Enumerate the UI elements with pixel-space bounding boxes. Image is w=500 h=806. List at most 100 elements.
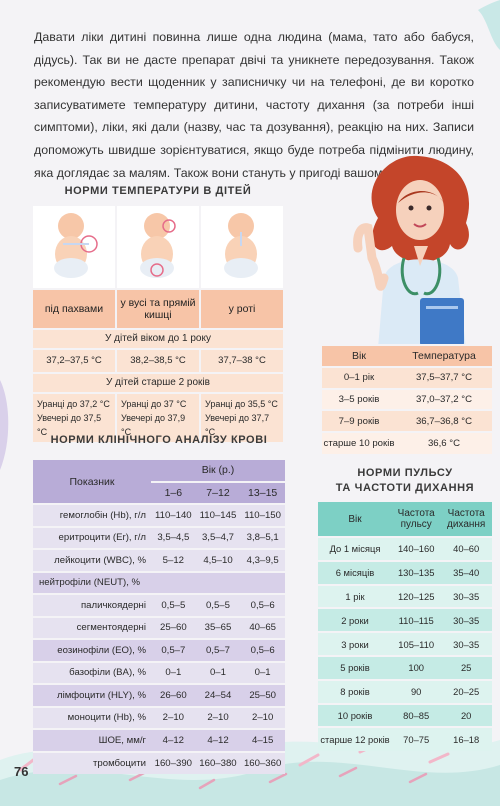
blood-title: НОРМИ КЛІНІЧНОГО АНАЛІЗУ КРОВІ bbox=[50, 434, 268, 446]
doctor-illustration bbox=[353, 155, 470, 348]
blood-value: 3,5–4,7 bbox=[195, 525, 241, 549]
breath-value: 35–40 bbox=[440, 559, 492, 585]
evening-value: Увечері до 37,9 °С bbox=[121, 413, 186, 437]
blood-value: 0,5–5 bbox=[151, 593, 196, 617]
blood-row-label: базофіли (BA), % bbox=[33, 660, 151, 684]
blood-value: 2–10 bbox=[151, 705, 196, 729]
blood-value: 2–10 bbox=[240, 705, 285, 729]
decorative-splash-top-right bbox=[478, 0, 500, 50]
blood-value: 3,5–4,5 bbox=[151, 525, 196, 549]
pulse-age: 5 років bbox=[318, 654, 392, 680]
baby-mouth-image bbox=[201, 206, 283, 288]
blood-value: 0,5–7 bbox=[151, 638, 196, 662]
temperature-table: під пахвами у вусі та прямій кишці у рот… bbox=[33, 206, 283, 442]
vital-temp: 37,5–37,7 °С bbox=[396, 365, 492, 389]
blood-value: 0–1 bbox=[240, 660, 285, 684]
breath-value: 30–35 bbox=[440, 607, 492, 633]
blood-value: 110–150 bbox=[240, 503, 285, 527]
baby-armpit-image bbox=[33, 206, 115, 288]
age-temperature-table: Вік Температура 0–1 рік 37,5–37,7 °С 3–5… bbox=[322, 344, 492, 454]
vital-header-temp: Температура bbox=[396, 344, 492, 367]
blood-value: 160–380 bbox=[195, 750, 241, 774]
blood-value: 25–60 bbox=[151, 615, 196, 639]
baby-ear-image bbox=[117, 206, 199, 288]
blood-value: 4–15 bbox=[240, 728, 285, 752]
intro-paragraph: Давати ліки дитині повинна лише одна люд… bbox=[34, 30, 474, 180]
temp-header-armpit: під пахвами bbox=[33, 290, 115, 328]
vital-age: 0–1 рік bbox=[322, 365, 396, 389]
blood-row-label: сегментоядерні bbox=[33, 615, 151, 639]
blood-value: 5–12 bbox=[151, 548, 196, 572]
blood-row-label: моноцити (Hb), % bbox=[33, 705, 151, 729]
pulse-age: 1 рік bbox=[318, 583, 392, 609]
blood-row-label: гемоглобін (Hb), г/л bbox=[33, 503, 151, 527]
blood-value: 0,5–7 bbox=[195, 638, 241, 662]
vital-age: 7–9 років bbox=[322, 409, 396, 433]
pulse-value: 90 bbox=[392, 678, 441, 704]
breath-value: 30–35 bbox=[440, 583, 492, 609]
blood-value: 160–360 bbox=[240, 750, 285, 774]
pulse-age: 10 років bbox=[318, 702, 392, 728]
decorative-splash-left bbox=[0, 380, 9, 470]
blood-value: 0,5–5 bbox=[195, 593, 241, 617]
pulse-title: НОРМИ ПУЛЬСУ ТА ЧАСТОТИ ДИХАННЯ bbox=[318, 466, 492, 496]
pulse-value: 120–125 bbox=[392, 583, 441, 609]
pulse-breathing-table: Вік Частота пульсу Частота дихання До 1 … bbox=[318, 500, 492, 752]
pulse-value: 100 bbox=[392, 654, 441, 680]
blood-value: 3,8–5,1 bbox=[240, 525, 285, 549]
pulse-value: 130–135 bbox=[392, 559, 441, 585]
pulse-value: 80–85 bbox=[392, 702, 441, 728]
vital-temp: 36,6 °С bbox=[396, 431, 492, 454]
breath-value: 20 bbox=[440, 702, 492, 728]
blood-row-label: еритроцити (Er), г/л bbox=[33, 525, 151, 549]
vital-temp: 37,0–37,2 °С bbox=[396, 387, 492, 411]
temp-range-armpit: 37,2–37,5 °С bbox=[33, 350, 115, 372]
blood-header-age: Вік (р.) bbox=[151, 458, 285, 482]
blood-value: 4–12 bbox=[151, 728, 196, 752]
temp-header-mouth: у роті bbox=[201, 290, 283, 328]
temperature-title: НОРМИ ТЕМПЕРАТУРИ В ДІТЕЙ bbox=[64, 185, 252, 197]
blood-value: 0–1 bbox=[151, 660, 196, 684]
blood-age-col: 1–6 bbox=[151, 480, 196, 504]
temp-age-to-1: У дітей віком до 1 року bbox=[33, 330, 283, 348]
pulse-header-pulse: Частота пульсу bbox=[392, 500, 441, 537]
pulse-age: старше 12 років bbox=[318, 726, 392, 752]
morning-value: Уранці до 37,2 °С bbox=[37, 399, 110, 409]
temp-range-ear: 38,2–38,5 °С bbox=[117, 350, 199, 372]
blood-value: 110–140 bbox=[151, 503, 196, 527]
pulse-age: 2 роки bbox=[318, 607, 392, 633]
blood-value: 24–54 bbox=[195, 683, 241, 707]
blood-value: 0,5–6 bbox=[240, 638, 285, 662]
blood-value: 4,5–10 bbox=[195, 548, 241, 572]
pulse-value: 140–160 bbox=[392, 536, 441, 561]
vital-age: 3–5 років bbox=[322, 387, 396, 411]
blood-value: 25–50 bbox=[240, 683, 285, 707]
temp-age-over-2: У дітей старше 2 років bbox=[33, 374, 283, 392]
breath-value: 25 bbox=[440, 654, 492, 680]
page-number: 76 bbox=[14, 764, 29, 779]
pulse-title-line2: ТА ЧАСТОТИ ДИХАННЯ bbox=[335, 482, 475, 494]
blood-value: 2–10 bbox=[195, 705, 241, 729]
blood-value: 4,3–9,5 bbox=[240, 548, 285, 572]
blood-age-col: 7–12 bbox=[195, 480, 241, 504]
blood-row-label: тромбоцити bbox=[33, 750, 151, 774]
blood-analysis-table: Показник Вік (р.) 1–6 7–12 13–15 гемогло… bbox=[33, 458, 285, 774]
breath-value: 30–35 bbox=[440, 631, 492, 656]
blood-value: 4–12 bbox=[195, 728, 241, 752]
blood-row-label: нейтрофіли (NEUT), % bbox=[33, 570, 285, 594]
pulse-value: 105–110 bbox=[392, 631, 441, 656]
blood-value: 160–390 bbox=[151, 750, 196, 774]
pulse-header-age: Вік bbox=[318, 500, 392, 537]
vital-age: старше 10 років bbox=[322, 431, 396, 454]
vital-header-age: Вік bbox=[322, 344, 396, 367]
evening-value: Увечері до 37,7 °С bbox=[205, 413, 270, 437]
temp-over2-armpit: Уранці до 37,2 °С Увечері до 37,5 °С bbox=[33, 394, 115, 442]
pulse-value: 70–75 bbox=[392, 726, 441, 752]
temp-header-ear: у вусі та прямій кишці bbox=[117, 290, 199, 328]
blood-value: 0–1 bbox=[195, 660, 241, 684]
blood-row-label: лейкоцити (WBC), % bbox=[33, 548, 151, 572]
pulse-age: 3 роки bbox=[318, 631, 392, 656]
breath-value: 16–18 bbox=[440, 726, 492, 752]
blood-value: 35–65 bbox=[195, 615, 241, 639]
